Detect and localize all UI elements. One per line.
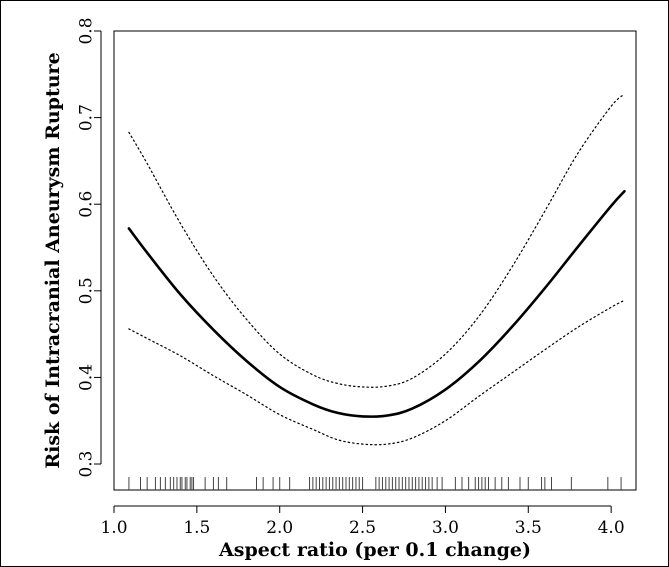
- y-tick-label: 0.7: [77, 104, 97, 131]
- rug-marks: [128, 477, 622, 490]
- x-tick-label: 3.5: [515, 518, 542, 538]
- x-tick-label: 2.0: [266, 518, 293, 538]
- estimate-curve: [127, 189, 626, 418]
- y-axis-title: Risk of Intracranial Aneurysm Rupture: [42, 52, 64, 468]
- y-tick-label: 0.3: [77, 450, 97, 477]
- y-axis: 0.3 0.4 0.5 0.6 0.7 0.8: [77, 17, 102, 478]
- x-tick-label: 1.5: [183, 518, 210, 538]
- x-axis: 1.0 1.5 2.0 2.5 3.0 3.5 4.0: [100, 505, 625, 538]
- y-tick-label: 0.4: [77, 364, 97, 391]
- y-tick-label: 0.8: [77, 17, 97, 44]
- upper-ci-curve: [128, 93, 625, 388]
- x-tick-label: 4.0: [598, 518, 625, 538]
- lower-ci-curve: [128, 299, 625, 446]
- series-lines: [127, 93, 626, 446]
- plot-area: [113, 30, 637, 491]
- y-tick-label: 0.6: [77, 191, 97, 218]
- x-tick-label: 2.5: [349, 518, 376, 538]
- y-tick-label: 0.5: [77, 277, 97, 304]
- x-tick-label: 3.0: [432, 518, 459, 538]
- x-axis-title: Aspect ratio (per 0.1 change): [218, 539, 531, 561]
- plot-border: [113, 30, 637, 491]
- x-tick-label: 1.0: [100, 518, 127, 538]
